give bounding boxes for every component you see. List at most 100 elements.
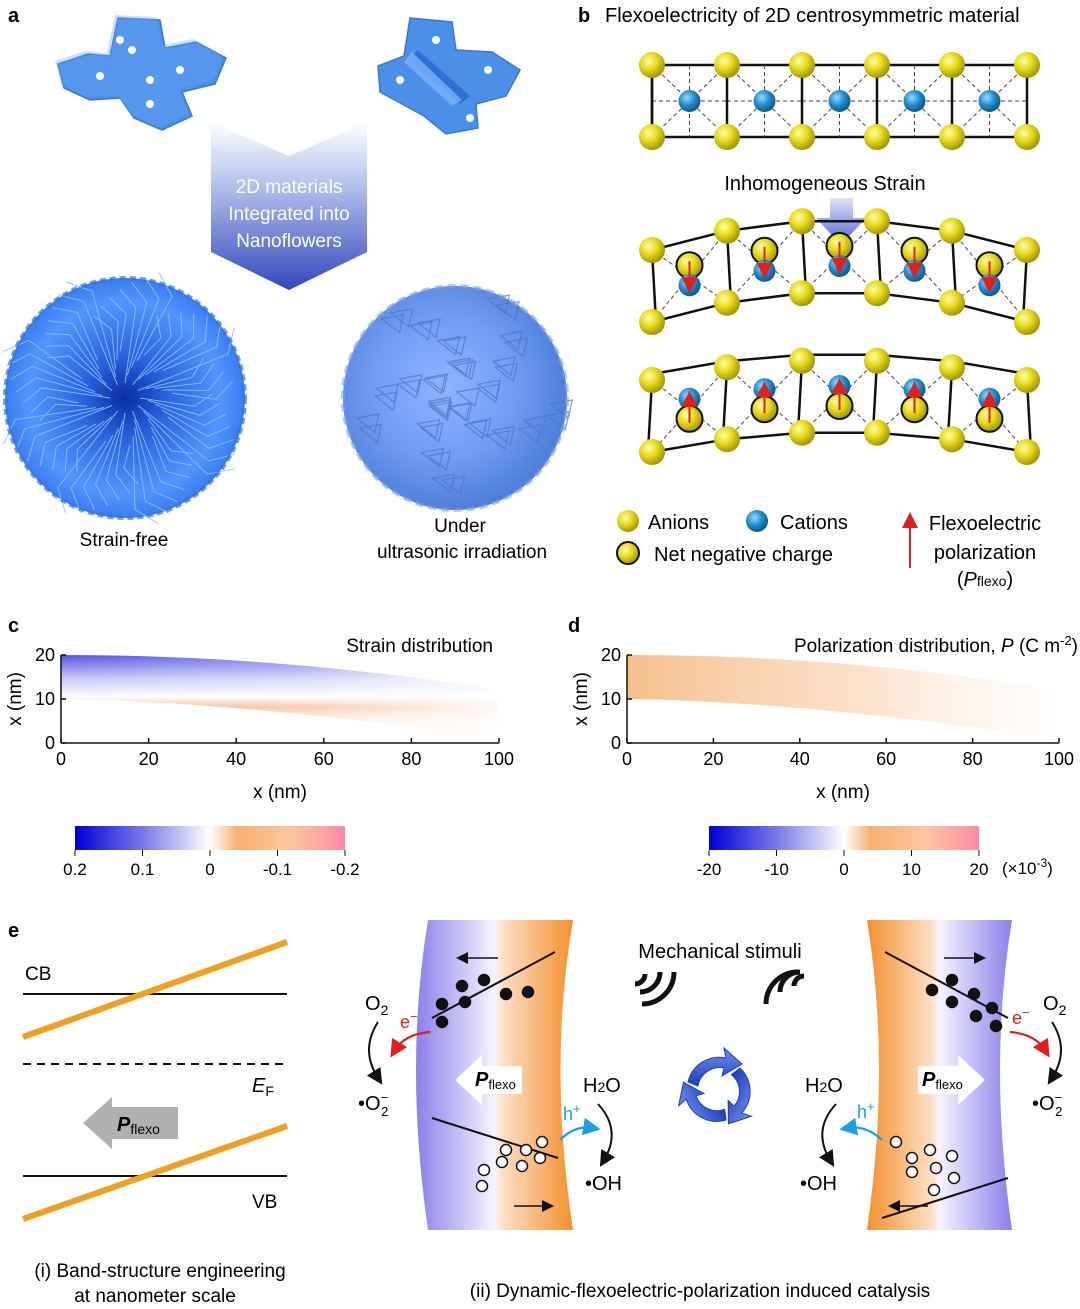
y-tick-label: 20	[35, 645, 55, 665]
cation-atom	[978, 90, 1001, 112]
bond-line	[651, 379, 728, 440]
right-h-sup: +	[867, 1099, 875, 1114]
petal	[27, 405, 113, 462]
electron-dot	[945, 973, 959, 987]
strained-sheet	[377, 17, 521, 135]
right-p-symbol: P	[922, 1069, 936, 1091]
electron-dot	[985, 1001, 999, 1015]
polarization-chart: 0 20 40 60 80 100 0 10 20 x (nm) x (nm)	[571, 645, 1074, 803]
y-axis-label: x (nm)	[5, 672, 26, 726]
right-o2-reduction-arrow	[1047, 1021, 1064, 1085]
polarization-colorbar-ticks: -20 -10 0 10 20	[697, 850, 988, 879]
y-tick-label: 0	[611, 733, 621, 753]
cation-atom	[828, 90, 851, 112]
left-e: e	[400, 1012, 410, 1032]
legend-p-flexo: (Pflexo)	[957, 569, 1013, 591]
flat-sheet	[55, 15, 227, 131]
petal	[436, 335, 461, 356]
petal	[408, 320, 433, 341]
petal	[427, 396, 452, 417]
hole-dot	[477, 1163, 491, 1177]
bent-lattice-upper	[639, 208, 1040, 335]
petal	[126, 281, 148, 376]
petal	[138, 312, 183, 380]
colorbar-scale: (×10-3)	[1002, 856, 1053, 878]
anion-atom	[939, 52, 965, 78]
cell-edge	[651, 353, 1028, 376]
petal	[132, 436, 159, 525]
anion-atom	[1014, 367, 1040, 393]
hole-dot	[533, 1151, 547, 1165]
petal	[143, 315, 162, 356]
petal	[419, 422, 444, 443]
pol-title-main: Polarization distribution,	[794, 636, 1001, 657]
left-p-sub: flexo	[488, 1077, 515, 1092]
caption-i-line-1: (i) Band-structure engineering	[34, 1261, 285, 1282]
petal	[45, 333, 103, 378]
pol-title-p: P	[1001, 636, 1014, 657]
x-axis-label: x (nm)	[816, 782, 870, 803]
vb-bent-band	[22, 1123, 288, 1222]
cb-label: CB	[25, 964, 51, 985]
irradiation-caption-line-2: ultrasonic irradiation	[377, 542, 547, 563]
petal	[70, 440, 107, 513]
band-p-flexo-label: Pflexo	[117, 1114, 160, 1137]
right-h2o: H2O	[805, 1075, 843, 1097]
left-h-sup: +	[573, 1101, 581, 1116]
petal	[424, 373, 449, 393]
x-tick-label: 40	[226, 749, 246, 769]
petal	[398, 374, 423, 394]
petal	[48, 320, 100, 370]
petal	[163, 371, 224, 392]
hole-dot	[927, 1183, 941, 1197]
hole-dot	[923, 1143, 937, 1157]
left-o2-reduction-arrow	[366, 1021, 383, 1085]
petal	[374, 383, 399, 404]
petal	[132, 410, 185, 491]
left-oh: •OH	[585, 1173, 622, 1195]
right-superoxide: •O− 2	[1032, 1090, 1062, 1119]
petal	[431, 473, 456, 494]
colorbar-tick-label: -0.1	[263, 860, 292, 879]
right-o2-o: O	[1043, 993, 1059, 1015]
legend-cations: Cations	[780, 512, 848, 534]
anion-atom	[864, 52, 890, 78]
hole-dot	[495, 1155, 509, 1169]
left-electrons	[435, 973, 535, 1029]
anion-atom	[864, 208, 890, 235]
mechanical-stimuli-label: Mechanical stimuli	[638, 941, 801, 963]
electron-dot	[435, 1015, 449, 1029]
anion-atom	[714, 52, 740, 78]
arrow-text-line-2: Integrated into	[228, 204, 349, 225]
petal	[428, 401, 453, 422]
petal	[108, 296, 127, 352]
left-hole-label: h+	[563, 1101, 581, 1124]
left-upper-band	[431, 951, 556, 1019]
anion-atom	[714, 426, 740, 453]
arrow-text-line-3: Nanoflowers	[236, 231, 342, 252]
band-p-flexo-arrow	[83, 1097, 178, 1149]
petal	[463, 419, 488, 440]
petal	[119, 288, 137, 384]
pol-title-close: )	[1072, 636, 1078, 657]
colorbar-tick-label: 10	[902, 860, 921, 879]
anion-atom	[789, 208, 815, 235]
cation-legend-icon	[746, 510, 768, 532]
anion-atom	[714, 217, 740, 244]
petal	[15, 377, 103, 397]
hole-dot	[475, 1179, 489, 1193]
strain-label: Inhomogeneous Strain	[724, 173, 925, 195]
petal	[137, 405, 235, 462]
petal	[83, 434, 114, 511]
net-negative-legend-icon	[616, 541, 640, 565]
hole-dot	[905, 1165, 919, 1179]
right-superoxide-o: •O	[1032, 1093, 1055, 1115]
x-tick-label: 100	[1044, 749, 1074, 769]
petal	[446, 401, 471, 422]
right-hole-transfer-arrow	[839, 1117, 883, 1141]
pol-title-unit: (C m	[1014, 636, 1060, 657]
left-p-flexo-label: Pflexo	[475, 1069, 516, 1092]
petal	[152, 435, 190, 478]
anion-atom	[789, 124, 815, 150]
hole-dot	[945, 1149, 959, 1163]
